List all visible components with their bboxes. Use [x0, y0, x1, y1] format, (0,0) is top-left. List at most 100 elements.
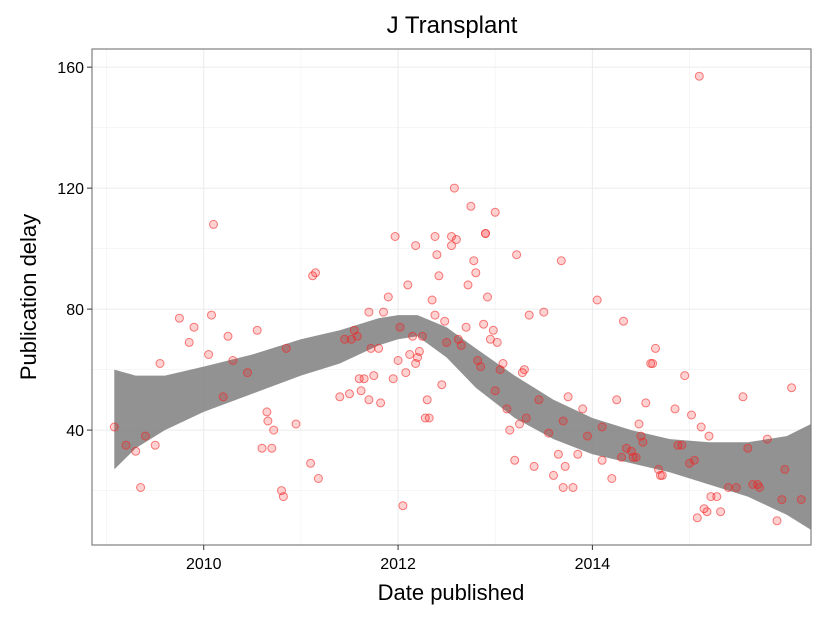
data-point — [687, 410, 696, 420]
data-point — [281, 343, 291, 353]
data-point — [430, 310, 440, 320]
data-point — [573, 449, 583, 459]
data-point — [461, 322, 471, 332]
data-point — [466, 201, 476, 211]
data-point — [218, 392, 228, 402]
data-point — [510, 455, 520, 465]
data-point — [434, 271, 444, 281]
data-point — [638, 437, 648, 447]
data-point — [390, 232, 400, 241]
data-point — [207, 310, 216, 320]
data-point — [723, 483, 733, 492]
data-point — [442, 337, 452, 347]
data-point — [395, 322, 405, 332]
data-point — [354, 374, 364, 384]
data-point — [558, 483, 568, 492]
data-point — [411, 241, 421, 251]
data-point — [772, 516, 782, 526]
data-point — [311, 268, 320, 278]
x-tick-label: 2010 — [186, 556, 222, 573]
y-tick-label: 80 — [66, 302, 84, 319]
data-point — [628, 452, 638, 462]
data-point — [228, 356, 238, 365]
data-point — [155, 359, 165, 368]
data-points — [109, 71, 806, 526]
x-tick-label: 2014 — [575, 556, 611, 573]
y-axis: 40 80 120 160 — [57, 60, 92, 440]
plot-panel — [91, 48, 812, 546]
data-point — [451, 235, 461, 244]
data-point — [490, 386, 500, 396]
data-point — [278, 492, 288, 502]
data-point — [648, 359, 658, 368]
data-point — [388, 374, 398, 384]
data-point — [702, 507, 712, 517]
y-axis-title: Publication delay — [16, 214, 41, 380]
data-point — [414, 346, 424, 356]
data-point — [694, 71, 704, 81]
data-point — [449, 183, 459, 193]
data-point — [755, 483, 764, 492]
data-point — [427, 295, 437, 305]
data-point — [398, 501, 408, 511]
x-axis: 2010 2012 2014 — [186, 545, 610, 573]
data-point — [356, 386, 366, 396]
y-tick-label: 160 — [57, 60, 84, 77]
data-point — [422, 395, 432, 405]
data-point — [374, 343, 384, 353]
data-point — [498, 359, 508, 368]
data-point — [560, 461, 570, 471]
data-point — [651, 343, 660, 353]
data-point — [558, 416, 568, 426]
data-point — [335, 392, 345, 402]
data-point — [512, 250, 522, 260]
data-point — [563, 392, 573, 402]
data-point — [689, 455, 699, 465]
data-point — [680, 371, 690, 381]
data-point — [505, 425, 515, 435]
data-point — [641, 398, 651, 408]
data-point — [731, 483, 741, 492]
data-point — [583, 431, 592, 441]
data-point — [432, 250, 442, 260]
data-point — [696, 422, 706, 432]
data-point — [657, 470, 667, 480]
data-point — [692, 513, 702, 523]
data-point — [401, 368, 411, 378]
data-point — [121, 440, 131, 450]
data-point — [544, 428, 554, 438]
data-point — [553, 449, 563, 459]
data-point — [359, 374, 369, 384]
data-point — [393, 356, 403, 365]
data-point — [379, 307, 388, 317]
data-point — [597, 422, 607, 432]
data-point — [223, 331, 233, 341]
data-point — [437, 380, 447, 390]
data-point — [252, 325, 262, 335]
y-tick-label: 40 — [66, 423, 84, 440]
data-point — [787, 383, 797, 393]
data-point — [612, 395, 622, 405]
data-point — [263, 416, 273, 426]
data-point — [456, 340, 466, 350]
data-point — [376, 398, 386, 408]
data-point — [291, 419, 301, 429]
grid-lines — [92, 49, 811, 545]
data-point — [578, 404, 588, 414]
y-tick-label: 120 — [57, 181, 84, 198]
data-point — [743, 443, 753, 453]
data-point — [519, 365, 529, 375]
data-point — [257, 443, 267, 453]
data-point — [777, 495, 787, 505]
data-point — [243, 368, 252, 378]
data-point — [481, 229, 490, 238]
data-point — [490, 207, 500, 217]
data-point — [704, 431, 714, 441]
data-point — [677, 440, 687, 450]
data-point — [424, 413, 434, 423]
data-point — [556, 256, 566, 266]
data-point — [568, 483, 578, 492]
data-point — [136, 483, 146, 492]
data-point — [313, 474, 323, 483]
